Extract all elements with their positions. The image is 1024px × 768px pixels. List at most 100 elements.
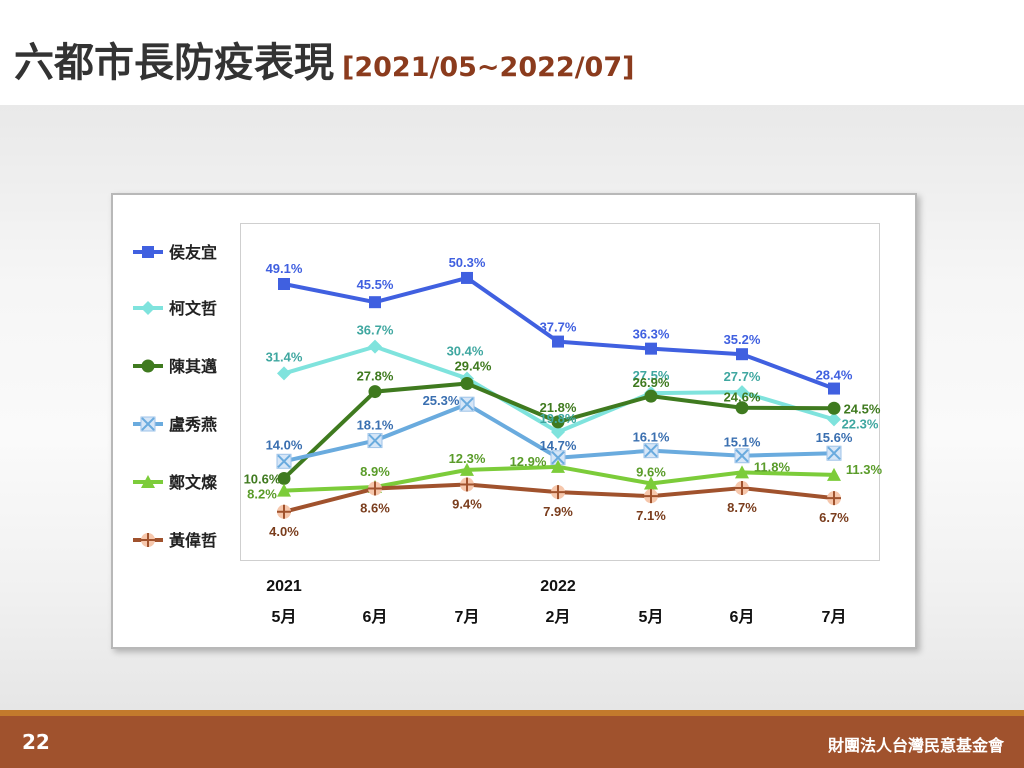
data-point-4-4 <box>644 476 658 490</box>
x-tick-label-6: 7月 <box>822 608 847 626</box>
data-label-0-5: 35.2% <box>724 332 761 347</box>
data-label-1-0: 31.4% <box>266 349 303 364</box>
x-tick-label-2: 7月 <box>455 608 480 626</box>
data-label-5-4: 7.1% <box>636 508 666 523</box>
data-label-1-2: 30.4% <box>447 343 484 358</box>
data-point-0-3 <box>552 335 564 348</box>
data-point-2-5 <box>735 401 749 415</box>
page-subtitle: [2021/05~2022/07] <box>342 52 635 83</box>
legend-label-0: 侯友宜 <box>169 243 217 262</box>
legend-marker-4 <box>141 475 155 488</box>
data-point-0-5 <box>736 348 748 361</box>
title-text: 六都市長防疫表現 <box>14 40 334 86</box>
legend-marker-1 <box>141 301 155 315</box>
data-label-2-2: 29.4% <box>455 359 492 374</box>
data-point-5-4 <box>644 489 658 504</box>
data-point-4-2 <box>460 462 474 476</box>
data-label-3-5: 15.1% <box>724 435 761 450</box>
data-label-2-6: 24.5% <box>844 401 881 416</box>
data-point-2-1 <box>368 385 382 399</box>
data-point-4-0 <box>277 483 291 497</box>
data-label-1-4: 27.5% <box>633 368 670 383</box>
data-point-3-4 <box>643 443 659 459</box>
title-bar: 六都市長防疫表現 [2021/05~2022/07] <box>0 0 1024 105</box>
data-label-5-3: 7.9% <box>543 504 573 519</box>
legend-label-2: 陳其邁 <box>169 357 217 376</box>
data-label-4-4: 9.6% <box>636 465 666 480</box>
data-label-4-6: 11.3% <box>846 462 883 477</box>
data-label-3-2: 25.3% <box>423 393 460 408</box>
data-label-2-0: 10.6% <box>244 471 281 486</box>
data-point-4-3 <box>551 459 565 473</box>
organization-name: 財團法人台灣民意基金會 <box>827 736 1004 755</box>
data-label-2-4: 26.9% <box>633 375 670 390</box>
data-point-0-0 <box>278 278 290 290</box>
data-point-0-2 <box>461 271 473 284</box>
legend-label-1: 柯文哲 <box>169 299 217 318</box>
data-label-4-0: 8.2% <box>247 487 277 502</box>
data-label-4-3: 12.9% <box>510 454 547 469</box>
data-point-3-1 <box>367 433 383 449</box>
data-label-3-6: 15.6% <box>816 430 853 445</box>
data-label-3-0: 14.0% <box>266 437 303 452</box>
data-point-2-3 <box>551 415 565 429</box>
legend-marker-5 <box>141 533 155 547</box>
data-label-2-1: 27.8% <box>357 369 394 384</box>
data-label-5-5: 8.7% <box>727 500 757 515</box>
data-point-5-5 <box>735 481 749 496</box>
legend-marker-0 <box>142 246 154 258</box>
data-point-3-6 <box>826 445 842 461</box>
data-label-4-1: 8.9% <box>360 464 390 479</box>
data-label-4-2: 12.3% <box>449 451 486 466</box>
x-tick-label-1: 6月 <box>363 608 388 626</box>
data-point-2-0 <box>277 471 291 485</box>
data-label-1-3: 19.8% <box>540 411 577 426</box>
data-label-1-6: 22.3% <box>842 416 879 431</box>
data-point-2-4 <box>644 389 658 403</box>
data-point-0-1 <box>369 296 381 309</box>
data-point-1-0 <box>277 366 291 381</box>
data-label-5-6: 6.7% <box>819 510 849 525</box>
page-number: 22 <box>22 730 50 754</box>
data-label-2-3: 21.8% <box>540 400 577 415</box>
data-label-0-2: 50.3% <box>449 255 486 270</box>
data-label-5-1: 8.6% <box>360 501 390 516</box>
data-label-4-5: 11.8% <box>754 459 791 474</box>
line-chart: 49.1% 45.5% 50.3% 37.7% 36.3% 35.2% 28.4% 31.4%… <box>133 243 883 626</box>
data-point-2-6 <box>827 401 841 415</box>
x-tick-label-3: 2月 <box>546 608 571 626</box>
data-point-3-5 <box>734 448 750 464</box>
plot-area <box>240 223 880 561</box>
legend-marker-2 <box>141 359 155 373</box>
data-point-1-6 <box>827 412 841 427</box>
legend-label-3: 盧秀燕 <box>169 415 217 434</box>
year-label-1: 2022 <box>540 578 576 595</box>
data-point-5-2 <box>460 477 474 492</box>
data-label-0-6: 28.4% <box>816 368 853 383</box>
data-point-5-0 <box>277 504 291 519</box>
data-point-3-2 <box>459 396 475 412</box>
data-point-5-6 <box>827 491 841 506</box>
footer-bar: 22 財團法人台灣民意基金會 <box>0 716 1024 768</box>
data-label-0-3: 37.7% <box>540 320 577 335</box>
data-point-1-3 <box>551 424 565 439</box>
x-tick-label-4: 5月 <box>639 608 664 626</box>
data-label-5-2: 9.4% <box>452 497 482 512</box>
data-point-5-3 <box>551 485 565 500</box>
data-point-4-6 <box>827 467 841 481</box>
year-label-0: 2021 <box>266 578 302 595</box>
data-point-4-5 <box>735 465 749 479</box>
data-point-5-1 <box>368 481 382 496</box>
legend-label-5: 黃偉哲 <box>168 531 217 550</box>
data-point-0-6 <box>828 382 840 395</box>
data-point-1-5 <box>735 385 749 400</box>
data-point-3-0 <box>276 453 292 469</box>
data-point-2-2 <box>460 377 474 391</box>
legend-marker-3 <box>140 416 156 432</box>
x-tick-label-5: 6月 <box>730 608 755 626</box>
data-label-0-0: 49.1% <box>266 261 303 276</box>
data-label-2-5: 24.6% <box>724 390 761 405</box>
page-title: 六都市長防疫表現 [2021/05~2022/07] <box>14 30 634 88</box>
legend-label-4: 鄭文燦 <box>169 473 218 492</box>
data-label-1-5: 27.7% <box>724 369 761 384</box>
